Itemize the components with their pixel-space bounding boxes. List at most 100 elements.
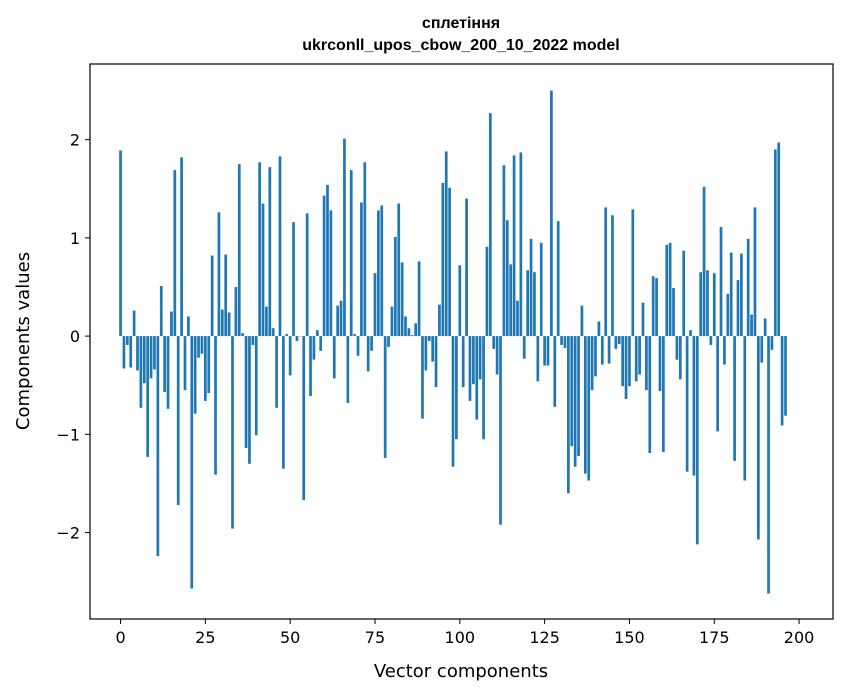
bar-142 [600, 336, 604, 365]
bar-77 [380, 205, 384, 337]
bar-160 [662, 336, 665, 453]
bar-148 [621, 336, 625, 387]
bar-97 [448, 187, 451, 337]
bar-14 [166, 336, 170, 409]
bars-group [119, 90, 787, 594]
bar-110 [492, 336, 496, 349]
y-tick-label: 2 [70, 131, 80, 150]
x-tick-label: 200 [784, 628, 815, 647]
bar-180 [729, 252, 733, 337]
bar-15 [170, 311, 173, 337]
bar-165 [678, 336, 682, 380]
bar-10 [153, 336, 156, 370]
bar-109 [488, 113, 492, 337]
bar-46 [275, 336, 278, 408]
bar-98 [451, 336, 455, 467]
bar-150 [628, 336, 631, 387]
bar-71 [360, 202, 363, 337]
bar-59 [319, 336, 323, 351]
bar-23 [197, 336, 200, 358]
bar-67 [346, 336, 350, 403]
bar-56 [309, 336, 312, 397]
bar-78 [383, 336, 387, 458]
bar-153 [638, 336, 641, 375]
bar-171 [699, 272, 703, 337]
bar-64 [336, 305, 340, 337]
bar-44 [268, 167, 272, 337]
bar-111 [495, 336, 499, 375]
bar-178 [723, 336, 726, 365]
x-tick-label: 75 [365, 628, 385, 647]
bar-22 [193, 336, 197, 414]
bar-6 [139, 336, 143, 408]
bar-103 [468, 336, 472, 401]
bar-149 [624, 336, 628, 399]
bar-57 [312, 336, 316, 360]
bar-99 [455, 336, 458, 440]
bar-79 [387, 336, 390, 347]
bar-194 [777, 142, 781, 337]
bar-62 [329, 210, 333, 337]
bar-105 [475, 336, 479, 420]
bar-159 [658, 336, 662, 392]
bar-42 [261, 203, 265, 337]
bar-122 [533, 272, 536, 337]
bar-28 [214, 336, 217, 475]
bar-60 [322, 195, 326, 337]
bar-168 [689, 330, 692, 337]
bar-152 [634, 336, 638, 382]
bar-73 [366, 336, 370, 372]
bar-114 [505, 220, 509, 337]
bar-124 [539, 242, 543, 337]
bar-127 [550, 90, 553, 337]
bar-41 [258, 162, 261, 337]
bar-121 [529, 238, 533, 337]
bar-0 [119, 150, 122, 337]
bar-38 [248, 336, 251, 464]
y-tick-label: 0 [70, 327, 80, 346]
y-tick-label: 1 [70, 229, 80, 248]
bar-24 [200, 336, 204, 354]
bar-164 [675, 336, 679, 360]
bar-185 [746, 238, 750, 337]
bar-37 [244, 336, 248, 449]
bar-83 [400, 262, 404, 337]
bar-131 [563, 336, 567, 348]
bar-69 [353, 334, 356, 337]
bar-30 [220, 309, 224, 337]
bar-173 [706, 270, 709, 337]
bar-17 [176, 336, 180, 506]
bar-58 [315, 330, 319, 337]
x-tick-label: 125 [529, 628, 560, 647]
bar-31 [224, 254, 228, 337]
bar-88 [417, 261, 421, 337]
bar-157 [651, 276, 655, 337]
bar-135 [577, 336, 580, 456]
chart-title-line-1: сплетіння [422, 15, 500, 32]
bar-132 [567, 336, 570, 494]
bar-72 [363, 162, 367, 337]
bar-68 [349, 170, 353, 337]
bar-11 [156, 336, 160, 557]
bar-139 [590, 336, 594, 391]
y-tick-label: −1 [56, 425, 80, 444]
bar-8 [146, 336, 150, 457]
bar-117 [516, 300, 519, 337]
bar-177 [719, 227, 723, 337]
bar-2 [125, 336, 129, 345]
bar-7 [142, 336, 146, 384]
bar-20 [187, 316, 190, 337]
bar-84 [404, 316, 407, 337]
bar-181 [733, 336, 736, 461]
bar-176 [716, 336, 719, 432]
bar-161 [665, 244, 669, 337]
bar-155 [645, 336, 648, 391]
bar-196 [784, 336, 787, 416]
y-tick-label: −2 [56, 524, 80, 543]
bar-101 [461, 336, 465, 388]
y-axis-ticks: −2 −1 0 1 2 [56, 131, 90, 543]
bar-33 [231, 336, 234, 529]
bar-137 [583, 336, 587, 474]
bar-93 [434, 336, 438, 388]
bar-141 [597, 321, 601, 337]
